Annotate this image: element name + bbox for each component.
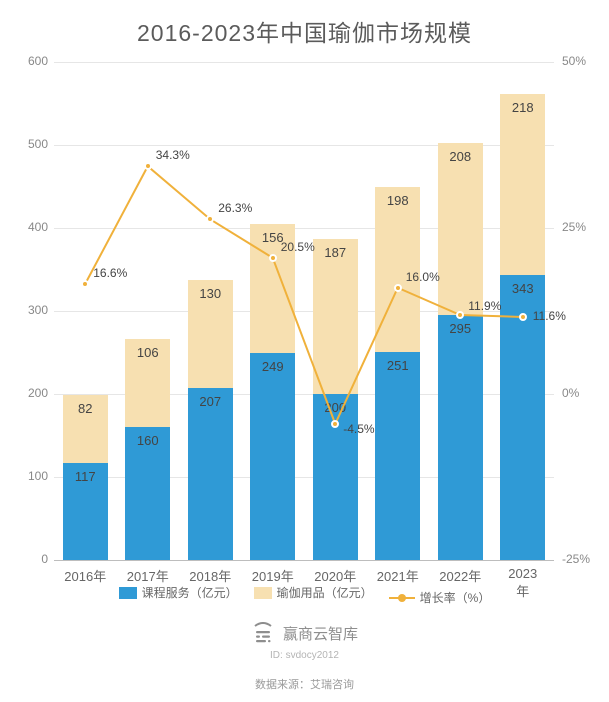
y-right-tick-label: 0% xyxy=(562,386,602,400)
brand-icon xyxy=(251,622,275,644)
legend-label: 瑜伽用品（亿元） xyxy=(277,584,373,601)
growth-label: 11.9% xyxy=(468,299,501,313)
legend-item: 课程服务（亿元） xyxy=(119,584,238,601)
y-left-tick-label: 300 xyxy=(8,303,48,317)
y-right-tick-label: 25% xyxy=(562,220,602,234)
data-source: 数据来源：艾瑞咨询 xyxy=(0,676,609,692)
legend-label: 增长率（%） xyxy=(420,589,491,606)
growth-point xyxy=(394,284,402,292)
x-tick-label: 2016年 xyxy=(64,566,106,585)
y-left-tick-label: 100 xyxy=(8,469,48,483)
y-left-tick-label: 600 xyxy=(8,54,48,68)
legend-item: 增长率（%） xyxy=(389,589,491,606)
legend: 课程服务（亿元） 瑜伽用品（亿元） 增长率（%） xyxy=(0,584,609,606)
growth-label: 16.0% xyxy=(406,270,440,284)
legend-line-icon xyxy=(389,594,415,602)
growth-label: 16.6% xyxy=(93,266,127,280)
growth-point xyxy=(519,313,527,321)
y-left-tick-label: 0 xyxy=(8,552,48,566)
y-right-tick-label: 50% xyxy=(562,54,602,68)
y-left-tick-label: 500 xyxy=(8,137,48,151)
legend-item: 瑜伽用品（亿元） xyxy=(254,584,373,601)
y-left-tick-label: 400 xyxy=(8,220,48,234)
x-tick-label: 2020年 xyxy=(314,566,356,585)
growth-label: 20.5% xyxy=(281,240,315,254)
growth-point xyxy=(81,280,89,288)
x-tick-label: 2022年 xyxy=(439,566,481,585)
legend-swatch xyxy=(254,587,272,599)
x-axis-line xyxy=(54,560,554,561)
growth-label: -4.5% xyxy=(343,422,374,436)
y-right-tick-label: -25% xyxy=(562,552,602,566)
growth-point xyxy=(269,254,277,262)
legend-label: 课程服务（亿元） xyxy=(142,584,238,601)
growth-label: 34.3% xyxy=(156,148,190,162)
growth-point xyxy=(206,215,214,223)
y-left-tick-label: 200 xyxy=(8,386,48,400)
x-tick-label: 2019年 xyxy=(252,566,294,585)
x-tick-label: 2017年 xyxy=(127,566,169,585)
growth-point xyxy=(331,420,339,428)
growth-label: 11.6% xyxy=(533,309,566,323)
yoga-market-chart: 2016-2023年中国瑜伽市场规模 0100200300400500600-2… xyxy=(0,0,609,702)
brand-block: 赢商云智库 ID: svdocy2012 xyxy=(0,622,609,661)
growth-point xyxy=(144,162,152,170)
plot-area: 0100200300400500600-25%0%25%50%117822016… xyxy=(54,62,554,560)
growth-point xyxy=(456,311,464,319)
growth-label: 26.3% xyxy=(218,201,252,215)
x-tick-label: 2021年 xyxy=(377,566,419,585)
brand-sub: ID: svdocy2012 xyxy=(0,650,609,661)
x-tick-label: 2018年 xyxy=(189,566,231,585)
chart-title: 2016-2023年中国瑜伽市场规模 xyxy=(0,0,609,48)
brand-name: 赢商云智库 xyxy=(283,623,358,644)
legend-swatch xyxy=(119,587,137,599)
